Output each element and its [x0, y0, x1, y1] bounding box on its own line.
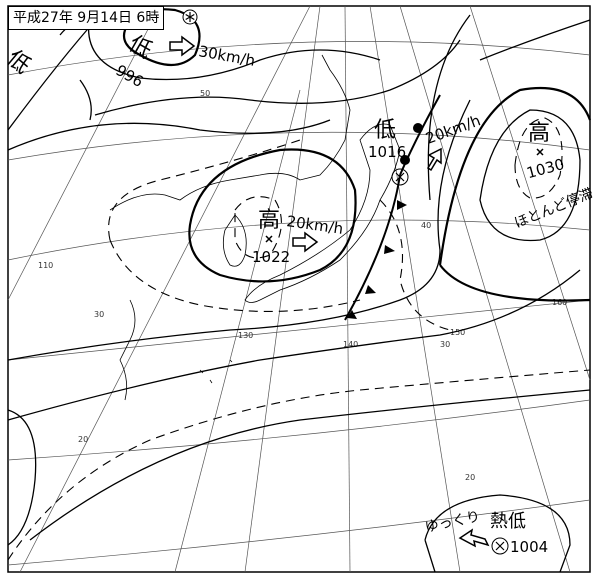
lon-label: 160 — [552, 298, 567, 307]
graticule — [7, 5, 591, 573]
map-title: 平成27年 9月14日 6時 — [8, 6, 165, 30]
high-label: 高 — [258, 208, 280, 233]
grid-labels: 50 40 30 30 20 20 110 130 140 150 160 — [38, 89, 567, 482]
arrow-left-icon — [458, 528, 490, 548]
map-border — [7, 5, 591, 573]
high-center-icon — [265, 235, 273, 243]
motion-arrows — [169, 35, 490, 548]
lat-label: 40 — [421, 221, 431, 230]
lon-label: 150 — [450, 328, 465, 337]
coastlines — [109, 54, 401, 401]
lat-label: 30 — [440, 340, 450, 349]
arrow-right-icon — [169, 35, 196, 57]
pressure-value: 1022 — [252, 248, 290, 266]
isobars — [7, 8, 592, 573]
low-label: 低 — [374, 118, 396, 143]
pressure-value: 1004 — [510, 538, 548, 556]
lon-label: 110 — [38, 261, 53, 270]
tropical-low-center-icon — [491, 537, 509, 555]
high-center-icon — [536, 148, 544, 156]
tropical-low-label: 熱低 — [490, 511, 526, 532]
warm-front — [399, 94, 441, 176]
tropical-low-center-icon — [495, 541, 505, 551]
low-center-icon — [395, 172, 405, 182]
lat-label: 50 — [200, 89, 210, 98]
high-label: 高 — [528, 121, 550, 146]
arrow-up-right-icon — [426, 147, 442, 172]
arrow-right-icon — [292, 231, 319, 253]
pressure-value: 1016 — [368, 143, 406, 161]
lat-label: 20 — [465, 473, 475, 482]
pressure-system-symbols — [182, 9, 544, 555]
lat-label: 20 — [78, 435, 88, 444]
typhoon-icon — [182, 9, 198, 25]
cold-front — [344, 174, 401, 321]
low-center-icon — [391, 168, 409, 186]
lon-label: 130 — [238, 331, 253, 340]
fronts — [344, 94, 441, 321]
lat-label: 30 — [94, 310, 104, 319]
lon-label: 140 — [343, 340, 358, 349]
